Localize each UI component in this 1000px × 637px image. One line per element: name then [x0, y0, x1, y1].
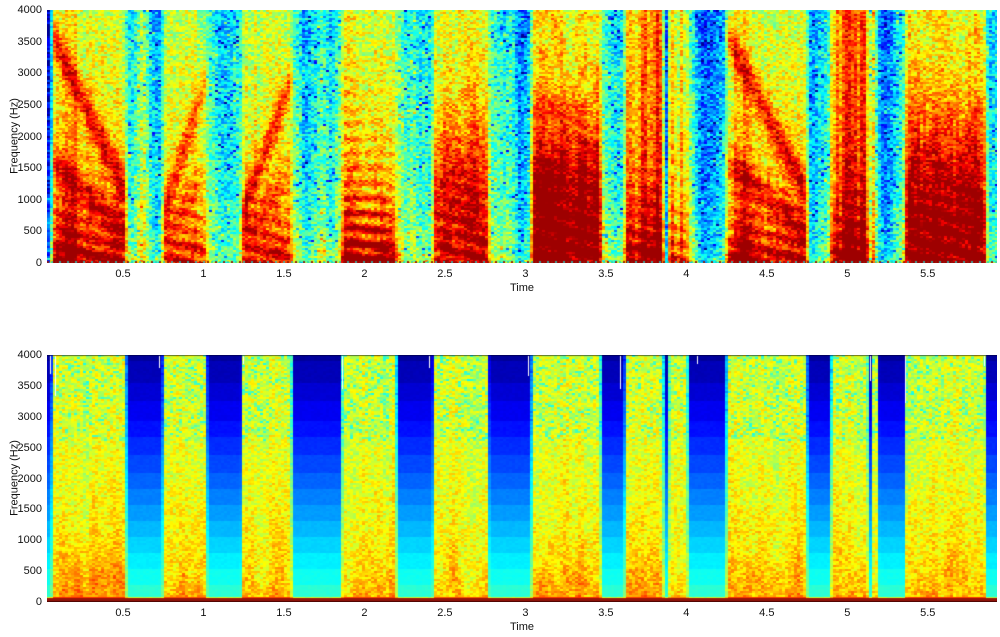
- x-tick-label: 3: [522, 268, 529, 280]
- y-tick-label: 3500: [17, 379, 42, 392]
- y-axis-title: Frequency (Hz): [8, 97, 20, 174]
- x-tick-label: 5.5: [920, 607, 936, 619]
- y-tick-label: 4000: [17, 349, 42, 361]
- y-tick-label: 4000: [17, 4, 42, 16]
- x-tick-label: 4.5: [759, 268, 775, 280]
- y-tick-label: 0: [35, 596, 42, 608]
- x-tick-label: 1: [200, 268, 207, 280]
- x-tick-label: 1: [200, 607, 207, 619]
- x-tick-label: 3.5: [598, 607, 614, 619]
- y-tick-label: 0: [35, 257, 42, 269]
- y-tick-label: 1500: [17, 503, 42, 516]
- y-tick-label: 2500: [17, 98, 42, 111]
- x-tick-label: 3: [522, 607, 529, 619]
- x-tick-label: 4.5: [759, 607, 775, 619]
- x-tick-label: 4: [683, 607, 690, 619]
- x-tick-label: 5: [844, 607, 851, 619]
- y-tick-label: 2500: [17, 441, 42, 454]
- y-tick-label: 500: [23, 565, 42, 578]
- y-axis-title: Frequency (Hz): [8, 439, 20, 516]
- y-tick-label: 3500: [17, 35, 42, 48]
- y-tick-label: 1000: [17, 534, 42, 547]
- x-tick-label: 0.5: [115, 607, 131, 619]
- x-tick-label: 2.5: [437, 268, 453, 280]
- x-tick-label: 4: [683, 268, 690, 280]
- x-tick-label: 1.5: [276, 607, 292, 619]
- x-tick-label: 2: [361, 607, 368, 619]
- y-tick-label: 3000: [17, 67, 42, 80]
- x-tick-label: 3.5: [598, 268, 614, 280]
- y-tick-label: 2000: [17, 472, 42, 485]
- y-tick-label: 3000: [17, 410, 42, 423]
- y-tick-label: 500: [23, 225, 42, 238]
- x-tick-label: 0.5: [115, 268, 131, 280]
- x-tick-label: 5.5: [920, 268, 936, 280]
- x-tick-label: 1.5: [276, 268, 292, 280]
- x-tick-label: 5: [844, 268, 851, 280]
- spectrogram-canvas-top: [47, 10, 997, 263]
- x-tick-label: 2: [361, 268, 368, 280]
- y-tick-label: 1000: [17, 193, 42, 206]
- y-tick-label: 2000: [17, 130, 42, 143]
- x-axis-title: Time: [509, 621, 535, 633]
- x-axis-title: Time: [509, 282, 535, 294]
- y-tick-label: 1500: [17, 162, 42, 175]
- spectrogram-canvas-bottom: [47, 355, 997, 602]
- x-tick-label: 2.5: [437, 607, 453, 619]
